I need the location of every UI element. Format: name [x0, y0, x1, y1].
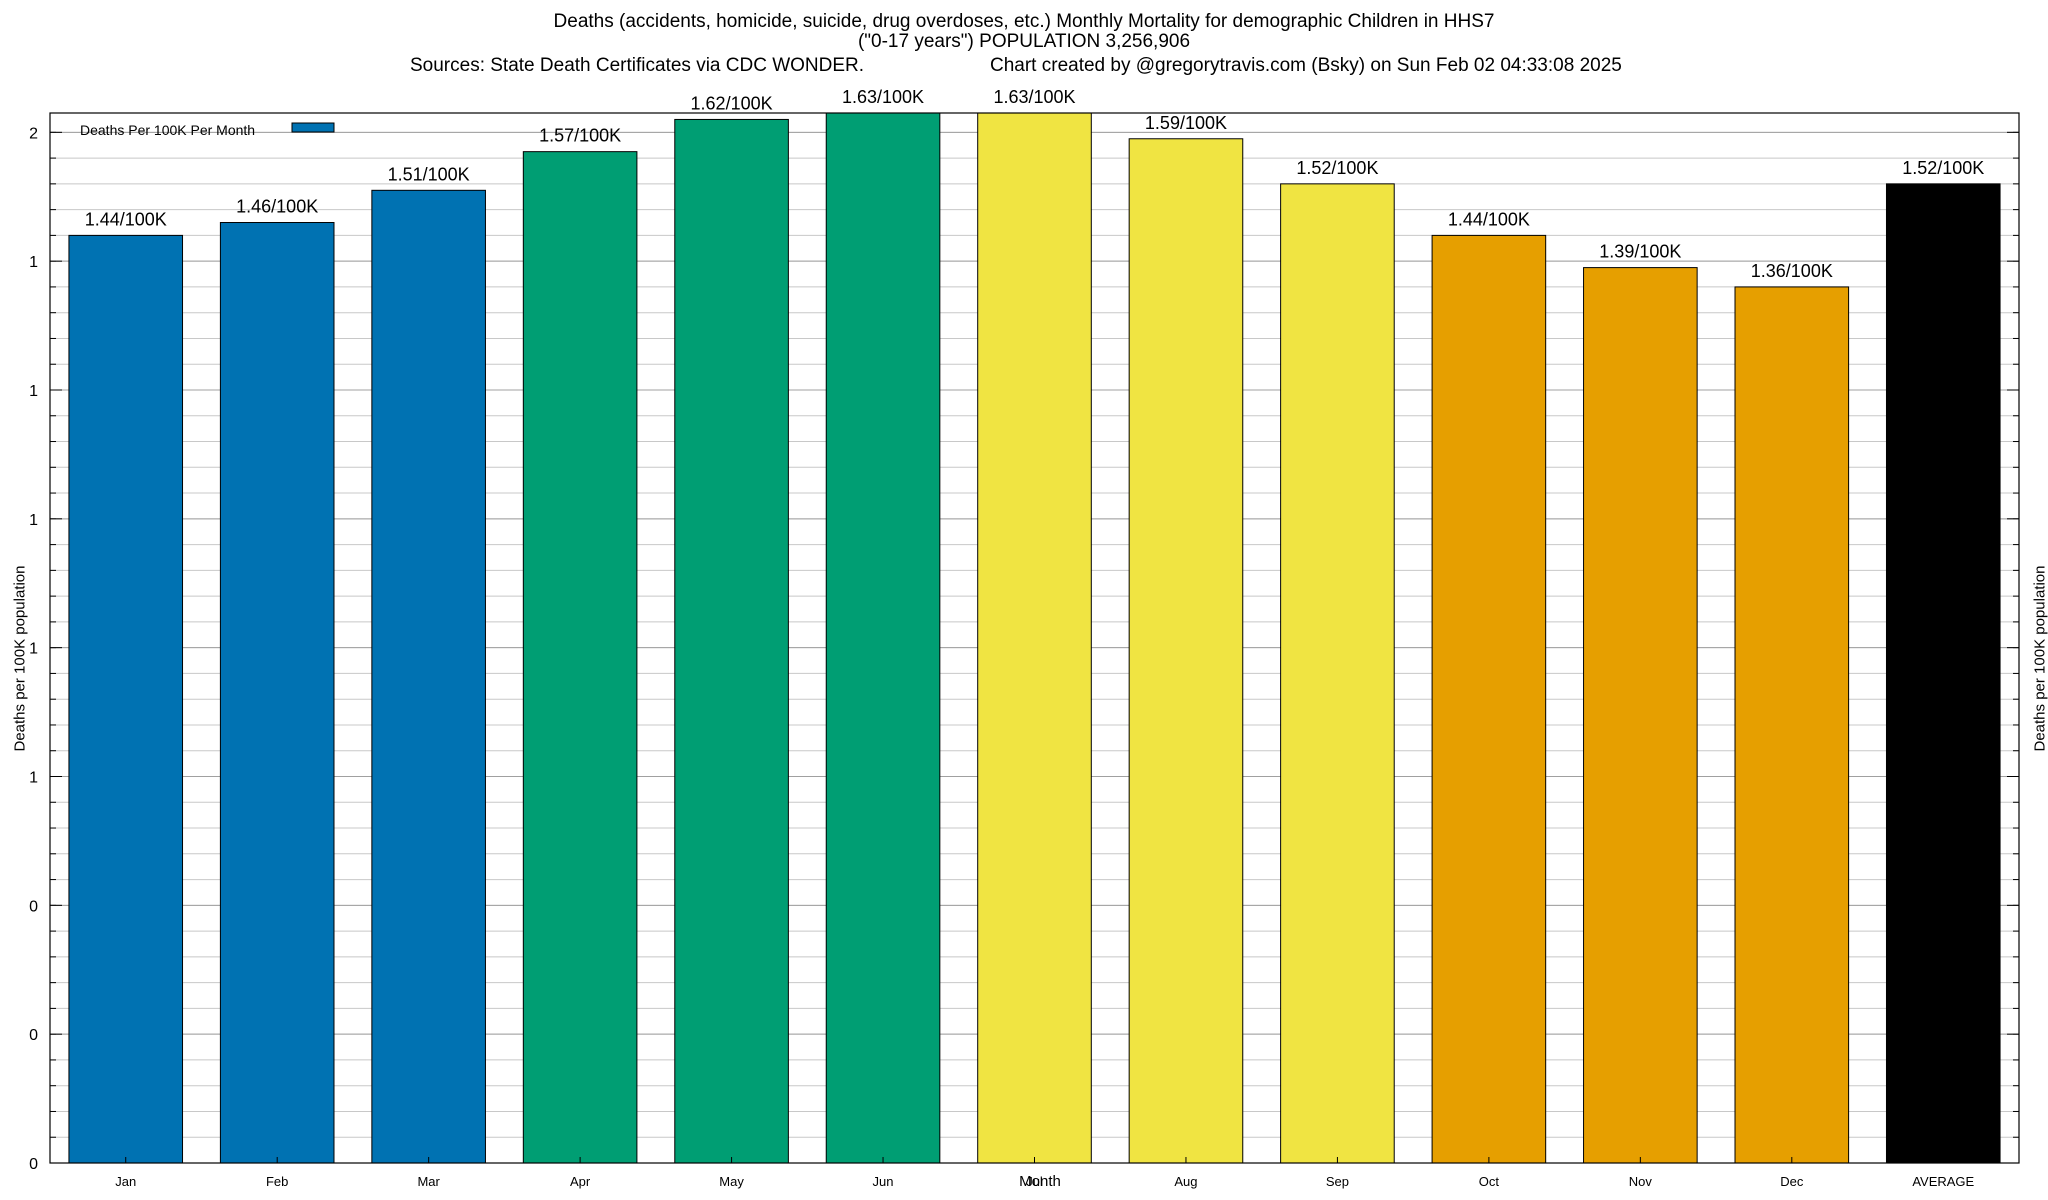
- chart-subtitle: ("0-17 years") POPULATION 3,256,906: [857, 31, 1191, 52]
- y-tick-label: 0: [29, 898, 38, 915]
- data-label: 1.46/100K: [236, 197, 318, 217]
- legend-label: Deaths Per 100K Per Month: [80, 122, 255, 138]
- x-tick-label: Jan: [115, 1174, 136, 1189]
- data-label: 1.44/100K: [1448, 209, 1530, 229]
- bar-may: [674, 118, 789, 1164]
- y-tick-label: 1: [29, 254, 38, 271]
- bar-jul: [977, 112, 1092, 1164]
- bar-oct: [1431, 234, 1547, 1164]
- y2-axis-label: Deaths per 100K population: [2031, 565, 2048, 752]
- chart-title: Deaths (accidents, homicide, suicide, dr…: [553, 11, 1495, 32]
- x-tick-label: AVERAGE: [1912, 1174, 1974, 1189]
- data-label: 1.59/100K: [1145, 113, 1227, 133]
- bar-dec: [1734, 286, 1850, 1164]
- x-tick-label: Feb: [266, 1174, 288, 1189]
- bar-apr: [522, 151, 638, 1164]
- x-tick-label: Nov: [1629, 1174, 1653, 1189]
- data-label: 1.62/100K: [691, 93, 773, 113]
- bar-feb: [219, 222, 335, 1164]
- data-label: 1.63/100K: [993, 87, 1075, 107]
- data-label: 1.36/100K: [1751, 261, 1833, 281]
- bar-sep: [1280, 183, 1395, 1164]
- bar-mar: [371, 189, 486, 1164]
- y-tick-label: 1: [29, 769, 38, 786]
- legend-swatch: [291, 122, 335, 133]
- data-label: 1.63/100K: [842, 87, 924, 107]
- x-tick-label: Mar: [417, 1174, 440, 1189]
- data-label: 1.52/100K: [1296, 158, 1378, 178]
- bar-jun: [825, 112, 941, 1164]
- x-tick-label: Jul: [1026, 1174, 1043, 1189]
- x-tick-label: Apr: [570, 1174, 591, 1189]
- x-tick-label: Sep: [1326, 1174, 1349, 1189]
- data-label: 1.44/100K: [85, 209, 167, 229]
- x-tick-label: Oct: [1479, 1174, 1500, 1189]
- y-tick-label: 1: [29, 641, 38, 658]
- bar-aug: [1128, 138, 1244, 1164]
- bar-average: [1885, 183, 2001, 1164]
- chart-title-block: Deaths (accidents, homicide, suicide, dr…: [0, 12, 2048, 52]
- y-tick-label: 0: [29, 1027, 38, 1044]
- plot-border: [49, 112, 2020, 1164]
- x-tick-label: Jun: [873, 1174, 894, 1189]
- data-label: 1.52/100K: [1902, 158, 1984, 178]
- x-tick-label: May: [719, 1174, 744, 1189]
- y-tick-label: 0: [29, 1156, 38, 1173]
- sources-note: Sources: State Death Certificates via CD…: [410, 55, 865, 76]
- x-tick-label: Aug: [1174, 1174, 1197, 1189]
- bar-nov: [1583, 267, 1698, 1164]
- bar-jan: [68, 234, 184, 1164]
- y-tick-label: 1: [29, 512, 38, 529]
- data-label: 1.51/100K: [388, 164, 470, 184]
- x-tick-label: Dec: [1780, 1174, 1804, 1189]
- y-axis-label: Deaths per 100K population: [11, 565, 29, 752]
- data-label: 1.39/100K: [1599, 242, 1681, 262]
- y-tick-label: 1: [29, 383, 38, 400]
- y-tick-label: 2: [29, 125, 38, 142]
- x-axis-label: Month: [1019, 1173, 1061, 1190]
- data-label: 1.57/100K: [539, 126, 621, 146]
- credit-note: Chart created by @gregorytravis.com (Bsk…: [990, 55, 1622, 76]
